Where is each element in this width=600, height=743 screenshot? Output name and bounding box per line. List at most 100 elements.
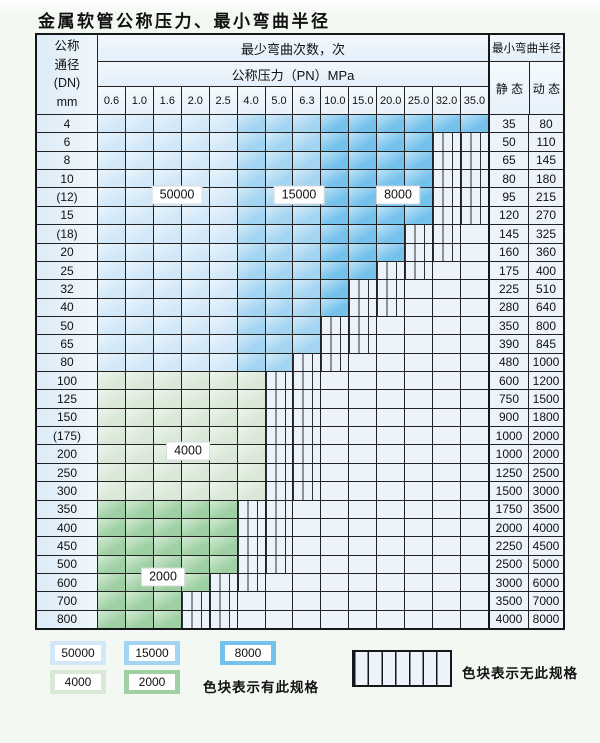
spec-cell [124, 353, 153, 372]
empty-cell [376, 610, 405, 629]
pressure-cells [97, 445, 488, 463]
empty-cell [348, 482, 377, 500]
spec-cell [152, 353, 181, 372]
no-spec-cell [348, 280, 377, 298]
empty-cell [376, 372, 405, 390]
spec-cell [152, 390, 181, 408]
empty-cell [320, 372, 349, 390]
spec-cell [320, 151, 349, 170]
spec-cell [208, 445, 237, 463]
empty-cell [348, 408, 377, 427]
spec-cell [97, 133, 125, 151]
spec-cell [152, 298, 181, 316]
no-spec-cell [320, 353, 349, 372]
static-header: 静 态 [490, 62, 529, 114]
table-body: 4 35 80 6 50 110 8 65 145 10 80 180 (12) 95 215 15 120 27… [37, 114, 563, 629]
empty-cell [459, 225, 488, 243]
empty-cell [432, 555, 460, 573]
empty-cell [404, 280, 433, 298]
spec-cell [97, 280, 125, 298]
no-spec-cell [292, 463, 321, 482]
dynamic-radius-value: 2500 [528, 463, 563, 482]
empty-cell [459, 335, 488, 353]
empty-cell [348, 390, 377, 408]
empty-cell [320, 445, 349, 463]
spec-cell [348, 151, 377, 170]
empty-cell [459, 573, 488, 592]
static-radius-value: 1750 [488, 500, 528, 518]
dynamic-radius-value: 360 [528, 243, 563, 261]
spec-cell [208, 243, 237, 261]
dynamic-radius-value: 215 [528, 188, 563, 206]
empty-cell [376, 573, 405, 592]
pressure-cells [97, 353, 488, 372]
empty-cell [404, 316, 433, 335]
dn-value: 450 [37, 537, 97, 555]
spec-cell [124, 298, 153, 316]
spec-cell [152, 115, 181, 133]
empty-cell [404, 427, 433, 445]
zone-value-label: 2000 [141, 567, 185, 587]
spec-cell [236, 463, 265, 482]
legend-hatch-swatch [352, 650, 452, 687]
no-spec-cell [236, 518, 265, 537]
empty-cell [459, 500, 488, 518]
spec-cell [320, 280, 349, 298]
dn-value: 4 [37, 115, 97, 133]
static-radius-value: 480 [488, 353, 528, 372]
static-radius-value: 1000 [488, 427, 528, 445]
dn-value: 700 [37, 592, 97, 610]
pressure-tick: 2.0 [180, 87, 209, 114]
dynamic-radius-value: 270 [528, 206, 563, 225]
spec-cell [180, 151, 209, 170]
spec-cell [208, 206, 237, 225]
empty-cell [459, 316, 488, 335]
static-radius-value: 50 [488, 133, 528, 151]
spec-cell [236, 206, 265, 225]
empty-cell [432, 298, 460, 316]
empty-cell [376, 316, 405, 335]
spec-cell [208, 372, 237, 390]
no-spec-cell [264, 390, 293, 408]
spec-cell [208, 316, 237, 335]
table-row: 15 120 270 [37, 205, 563, 225]
spec-cell [236, 115, 265, 133]
pressure-cells [97, 261, 488, 280]
empty-cell [432, 500, 460, 518]
no-spec-cell [264, 482, 293, 500]
spec-cell [124, 408, 153, 427]
table-row: 400 2000 4000 [37, 517, 563, 537]
empty-cell [404, 592, 433, 610]
spec-cell [264, 261, 293, 280]
spec-cell [152, 427, 181, 445]
empty-cell [292, 573, 321, 592]
dynamic-radius-value: 2000 [528, 427, 563, 445]
no-spec-cell [404, 225, 433, 243]
dn-value: 150 [37, 408, 97, 427]
static-radius-value: 750 [488, 390, 528, 408]
empty-cell [432, 427, 460, 445]
spec-cell [97, 408, 125, 427]
spec-cell [152, 610, 181, 629]
dynamic-radius-value: 5000 [528, 555, 563, 573]
static-radius-value: 4000 [488, 610, 528, 629]
no-spec-cell [208, 592, 237, 610]
static-radius-value: 145 [488, 225, 528, 243]
spec-cell [320, 298, 349, 316]
empty-cell [432, 335, 460, 353]
dn-value: 500 [37, 555, 97, 573]
spec-cell [292, 133, 321, 151]
spec-cell [97, 261, 125, 280]
empty-cell [432, 482, 460, 500]
spec-cell [97, 610, 125, 629]
pressure-tick: 4.0 [236, 87, 265, 114]
spec-cell [180, 335, 209, 353]
empty-cell [432, 280, 460, 298]
spec-cell [152, 335, 181, 353]
spec-cell [97, 372, 125, 390]
spec-cell [124, 335, 153, 353]
dynamic-radius-value: 800 [528, 316, 563, 335]
table-row: 500 2500 5000 [37, 554, 563, 573]
table-row: (175) 1000 2000 [37, 426, 563, 445]
spec-cell [208, 151, 237, 170]
